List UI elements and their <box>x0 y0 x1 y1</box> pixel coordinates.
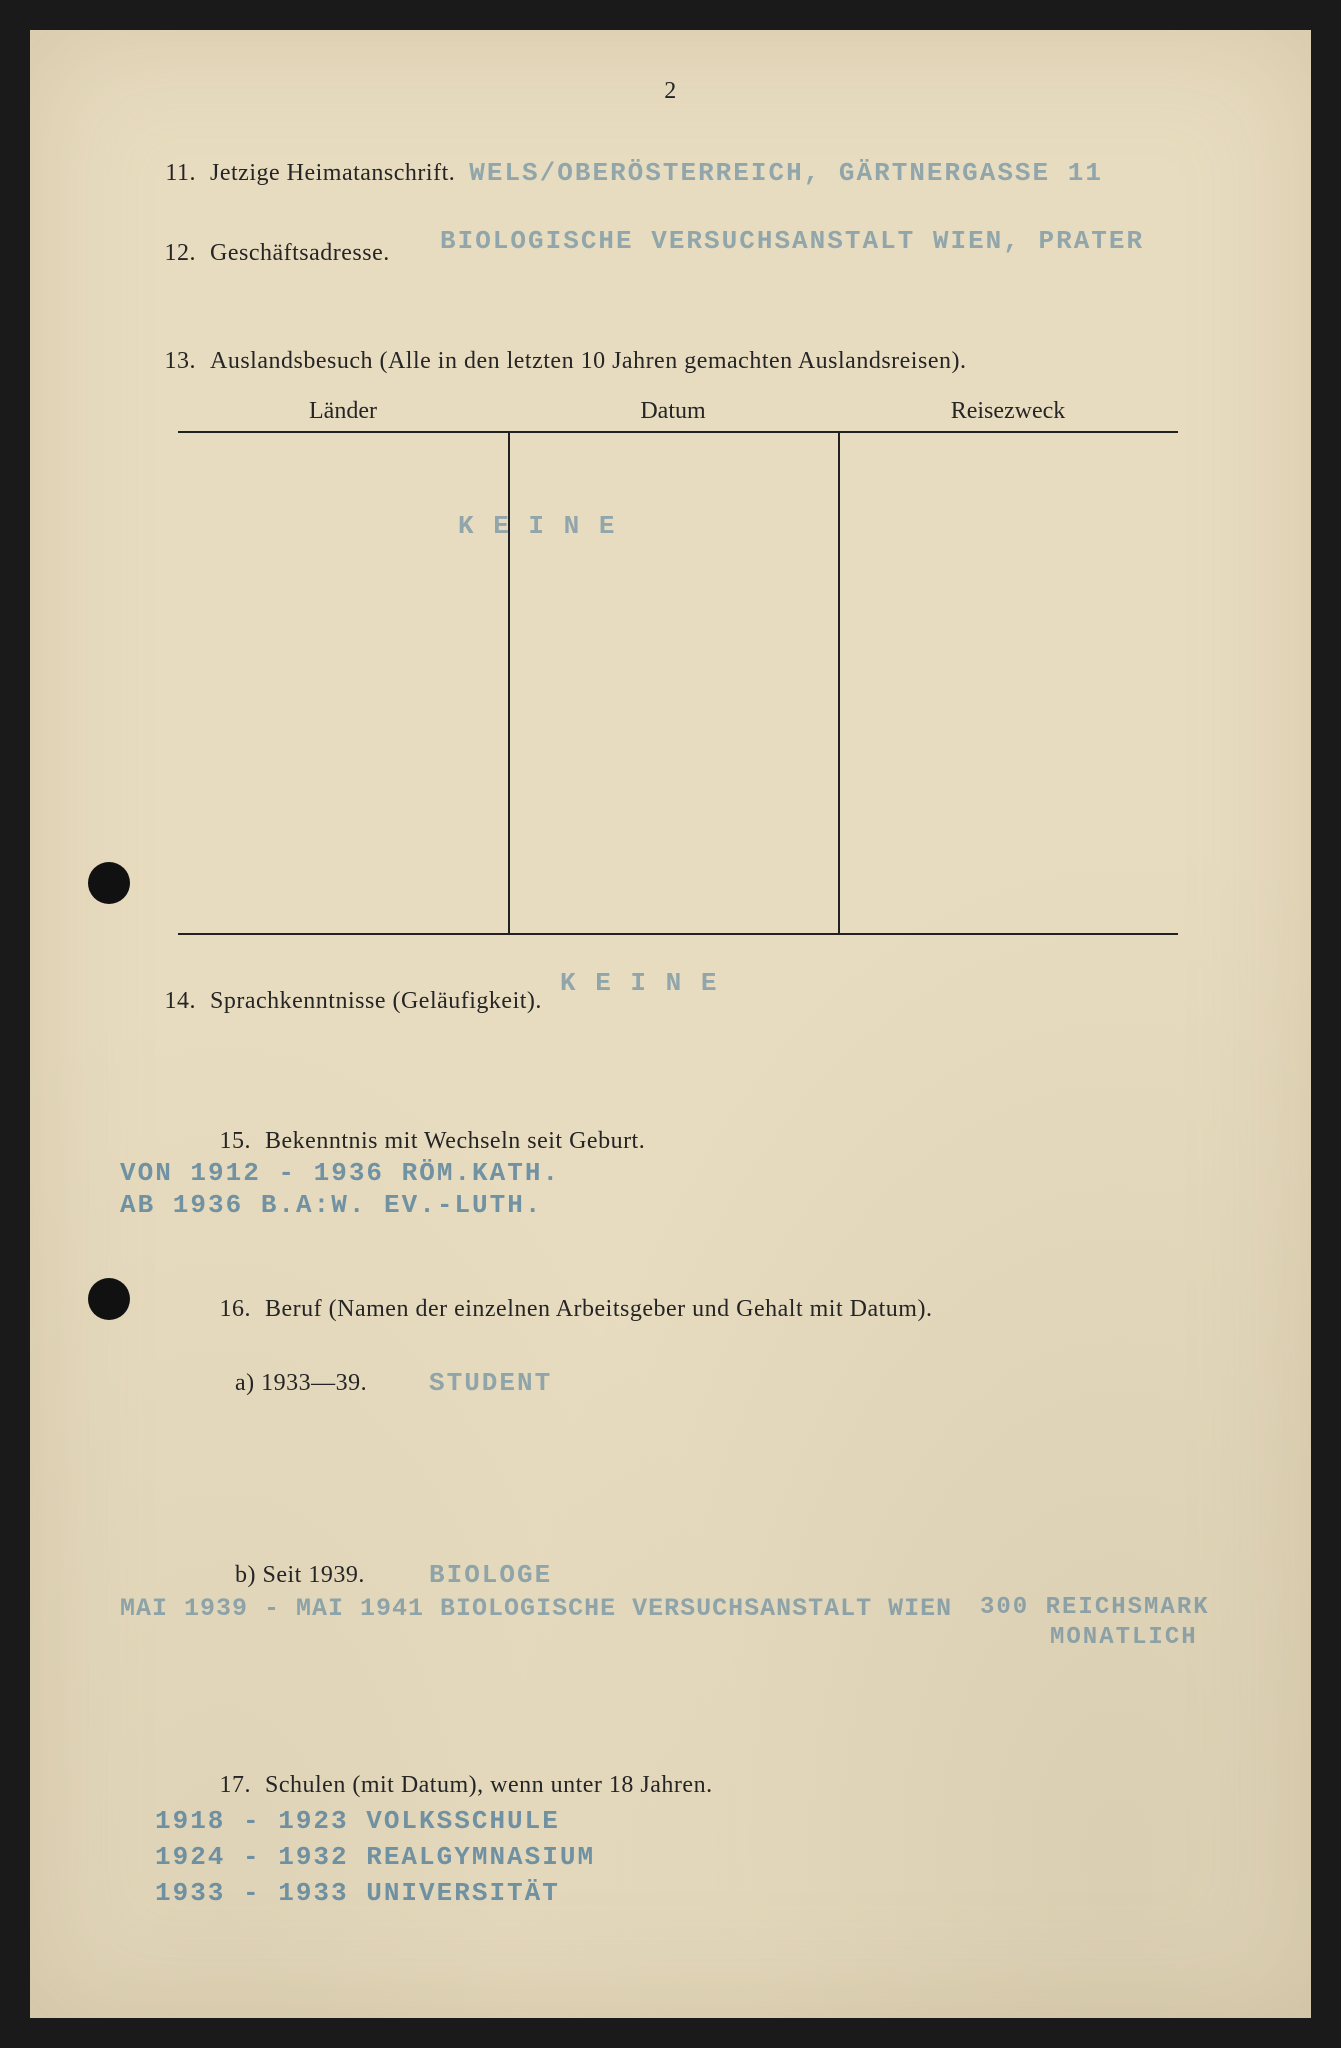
field-17: 17. Schulen (mit Datum), wenn unter 18 J… <box>205 1772 1231 1799</box>
page-number: 2 <box>664 78 677 105</box>
field-11-value: WELS/OBERÖSTERREICH, GÄRTNERGASSE 11 <box>469 158 1231 188</box>
field-13: 13. Auslandsbesuch (Alle in den letzten … <box>150 348 1231 375</box>
field-11-label: Jetzige Heimatanschrift. <box>210 160 455 187</box>
field-11: 11. Jetzige Heimatanschrift. WELS/OBERÖS… <box>150 158 1231 188</box>
field-15-line2: AB 1936 B.A:W. EV.-LUTH. <box>120 1190 542 1220</box>
field-16b-value: BIOLOGE <box>429 1560 552 1590</box>
field-15-line1: VON 1912 - 1936 RÖM.KATH. <box>120 1158 560 1188</box>
field-14-value-row: K E I N E <box>560 968 1231 998</box>
field-13-num: 13. <box>150 348 196 375</box>
field-14-label: Sprachkenntnisse (Geläufigkeit). <box>210 988 542 1015</box>
table-header: Länder Datum Reisezweck <box>178 398 1178 433</box>
field-16b-salary1-row: 300 REICHSMARK <box>980 1594 1231 1621</box>
field-16a-label: a) 1933—39. <box>235 1370 415 1397</box>
field-17-line2: 1924 - 1932 REALGYMNASIUM <box>155 1842 595 1872</box>
punch-hole-icon <box>88 1278 130 1320</box>
field-17-label: Schulen (mit Datum), wenn unter 18 Jahre… <box>265 1772 713 1799</box>
field-15-line1-row: VON 1912 - 1936 RÖM.KATH. <box>120 1158 1231 1188</box>
table-divider <box>838 433 840 933</box>
col-purpose: Reisezweck <box>838 398 1178 425</box>
field-15-line2-row: AB 1936 B.A:W. EV.-LUTH. <box>120 1190 1231 1220</box>
field-12-value-row: BIOLOGISCHE VERSUCHSANSTALT WIEN, PRATER <box>440 226 1231 256</box>
field-16a-value: STUDENT <box>429 1368 552 1398</box>
field-17-line1-row: 1918 - 1923 VOLKSSCHULE <box>155 1806 1231 1836</box>
field-16a: a) 1933—39. STUDENT <box>235 1368 1231 1398</box>
field-16: 16. Beruf (Namen der einzelnen Arbeitsge… <box>205 1296 1231 1323</box>
field-12-label: Geschäftsadresse. <box>210 240 390 267</box>
field-17-line1: 1918 - 1923 VOLKSSCHULE <box>155 1806 560 1836</box>
field-16b: b) Seit 1939. BIOLOGE <box>235 1560 1231 1590</box>
field-15-label: Bekenntnis mit Wechseln seit Geburt. <box>265 1128 645 1155</box>
field-16b-salary1: 300 REICHSMARK <box>980 1594 1210 1621</box>
field-14-value: K E I N E <box>560 968 718 998</box>
field-17-line2-row: 1924 - 1932 REALGYMNASIUM <box>155 1842 1231 1872</box>
punch-hole-icon <box>88 862 130 904</box>
document-page: 2 11. Jetzige Heimatanschrift. WELS/OBER… <box>30 30 1311 2018</box>
field-12-num: 12. <box>150 240 196 267</box>
field-16b-salary2-row: MONATLICH <box>1050 1624 1231 1651</box>
field-16-label: Beruf (Namen der einzelnen Arbeitsgeber … <box>265 1296 932 1323</box>
field-17-line3: 1933 - 1933 UNIVERSITÄT <box>155 1878 560 1908</box>
field-16b-salary2: MONATLICH <box>1050 1624 1198 1651</box>
field-17-line3-row: 1933 - 1933 UNIVERSITÄT <box>155 1878 1231 1908</box>
field-17-num: 17. <box>205 1772 251 1799</box>
field-13-label: Auslandsbesuch (Alle in den letzten 10 J… <box>210 348 966 375</box>
table-body: K E I N E <box>178 433 1178 935</box>
col-countries: Länder <box>178 398 508 425</box>
field-14-num: 14. <box>150 988 196 1015</box>
field-16b-detail: MAI 1939 - MAI 1941 BIOLOGISCHE VERSUCHS… <box>120 1594 952 1623</box>
field-16-num: 16. <box>205 1296 251 1323</box>
table-value: K E I N E <box>458 511 616 541</box>
field-12-value: BIOLOGISCHE VERSUCHSANSTALT WIEN, PRATER <box>440 226 1144 256</box>
field-11-num: 11. <box>150 160 196 187</box>
col-date: Datum <box>508 398 838 425</box>
field-15-num: 15. <box>205 1128 251 1155</box>
table-divider <box>508 433 510 933</box>
travel-table: Länder Datum Reisezweck K E I N E <box>178 398 1178 935</box>
field-16b-label: b) Seit 1939. <box>235 1562 415 1589</box>
field-15: 15. Bekenntnis mit Wechseln seit Geburt. <box>205 1128 1231 1155</box>
